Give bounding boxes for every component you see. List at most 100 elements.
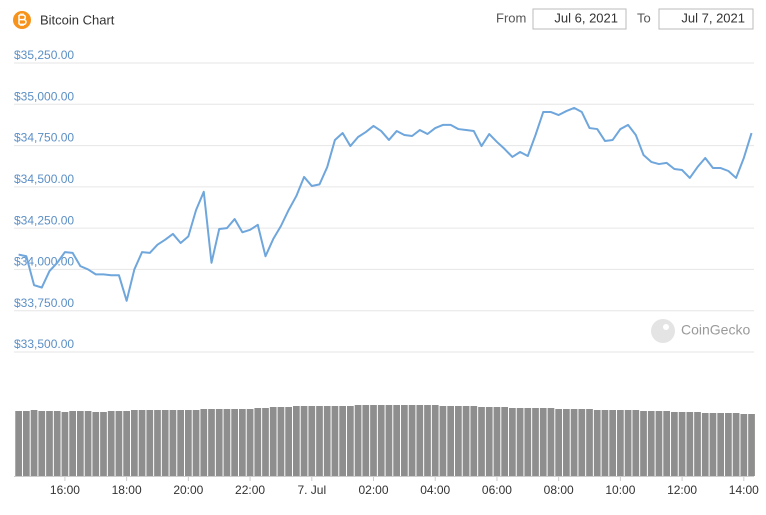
volume-bar [231,409,238,476]
volume-bar [269,407,277,476]
volume-bar [46,411,53,476]
volume-bar [208,409,215,476]
price-line [18,106,753,302]
watermark: CoinGecko [651,319,750,343]
volume-bar [401,405,408,476]
volume-bar [177,410,184,476]
x-tick-label: 20:00 [173,483,203,497]
volume-bar [725,413,732,476]
volume-bar [570,409,578,476]
volume-bar [53,411,61,476]
volume-bar [38,411,46,476]
y-tick-label: $35,250.00 [14,48,74,62]
volume-bar [393,405,401,476]
x-tick-label: 12:00 [667,483,697,497]
volume-bar [663,411,671,476]
volume-bar [215,409,223,476]
volume-bar [694,412,701,476]
volume-bar [385,405,393,476]
volume-bar [416,405,424,476]
volume-bar [316,406,323,476]
volume-bar [478,407,485,476]
volume-bars [15,405,755,476]
volume-bar [732,413,740,476]
volume-bar [377,405,385,476]
volume-bar [84,411,92,476]
volume-bar [516,408,524,476]
volume-bar [524,408,532,476]
volume-bar [154,410,161,476]
bitcoin-logo [13,11,31,29]
y-tick-label: $34,500.00 [14,172,74,186]
from-date[interactable]: Jul 6, 2021 [554,10,618,25]
volume-bar [169,410,177,476]
y-tick-label: $34,250.00 [14,213,74,227]
volume-bar [347,406,354,476]
chart-title: Bitcoin Chart [40,12,115,27]
volume-bar [532,408,539,476]
volume-bar [601,410,609,476]
volume-bar [192,410,200,476]
volume-bar [655,411,663,476]
volume-bar [547,408,555,476]
volume-bar [632,410,640,476]
x-tick-label: 04:00 [420,483,450,497]
volume-bar [501,407,509,476]
volume-bar [15,411,22,476]
volume-bar [184,410,192,476]
volume-bar [748,414,755,476]
volume-bar [354,405,362,476]
volume-bar [130,410,138,476]
volume-bar [76,411,84,476]
volume-bar [647,411,655,476]
x-tick-label: 14:00 [729,483,759,497]
watermark-text: CoinGecko [681,322,750,338]
volume-bar [200,409,208,476]
volume-bar [308,406,316,476]
volume-bar [161,410,169,476]
volume-bar [22,411,30,476]
to-label: To [637,10,651,25]
from-input[interactable] [532,8,627,30]
volume-bar [617,410,624,476]
volume-bar [408,405,416,476]
volume-bar [686,412,694,476]
volume-bar [493,407,501,476]
volume-bar [640,411,647,476]
y-tick-label: $34,000.00 [14,255,74,269]
volume-bar [277,407,285,476]
volume-bar [61,412,69,476]
volume-bar [624,410,632,476]
to-date[interactable]: Jul 7, 2021 [681,10,745,25]
volume-bar [339,406,347,476]
volume-bar [424,405,431,476]
y-tick-label: $34,750.00 [14,131,74,145]
x-tick-label: 02:00 [358,483,388,497]
volume-bar [455,406,462,476]
volume-bar [254,408,262,476]
volume-bar [555,409,563,476]
x-tick-label: 16:00 [50,483,80,497]
x-tick-label: 08:00 [544,483,574,497]
volume-bar [362,405,370,476]
volume-bar [146,410,154,476]
volume-bar [609,410,617,476]
volume-bar [138,410,146,476]
volume-bar [115,411,123,476]
volume-bar [470,406,478,476]
volume-bar [262,408,269,476]
volume-bar [100,412,107,476]
from-label: From [496,10,526,25]
volume-bar [92,412,100,476]
volume-bar [578,409,586,476]
volume-bar [671,412,678,476]
volume-bar [107,411,115,476]
to-input[interactable] [658,8,754,30]
volume-bar [69,411,76,476]
y-tick-label: $33,750.00 [14,296,74,310]
volume-bar [586,409,593,476]
volume-bar [447,406,455,476]
volume-bar [246,409,254,476]
